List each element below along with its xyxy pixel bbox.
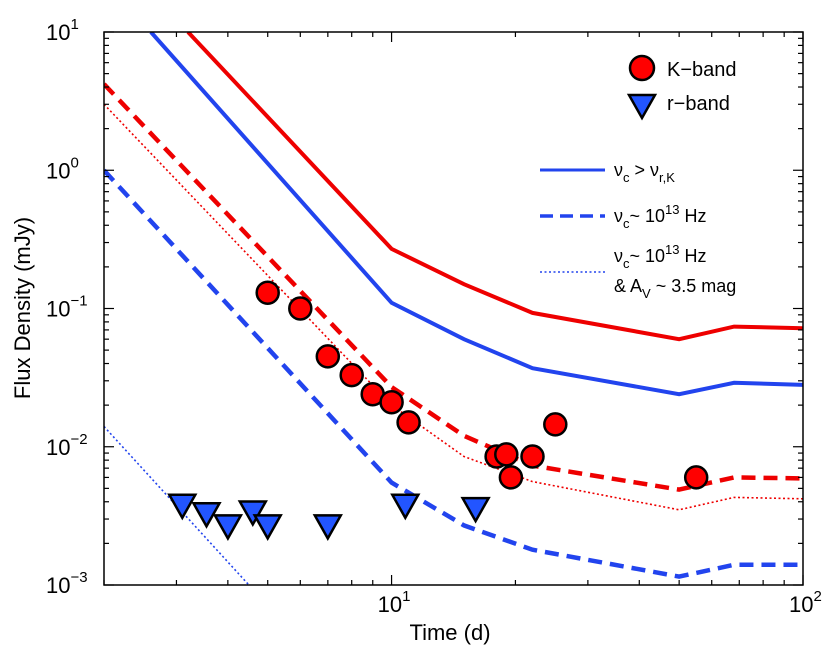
legend-line3-label-2: & AV ~ 3.5 mag bbox=[614, 276, 736, 301]
y-tick-label: 101 bbox=[46, 16, 79, 45]
rband-point bbox=[312, 514, 343, 541]
line-red-dotted bbox=[104, 103, 803, 511]
x-axis-label: Time (d) bbox=[409, 620, 490, 645]
rband-point bbox=[167, 493, 198, 521]
rband-point bbox=[252, 514, 283, 541]
legend-kband-marker bbox=[628, 54, 656, 82]
kband-point bbox=[543, 412, 568, 437]
rband-point bbox=[212, 514, 244, 541]
rband-point bbox=[191, 502, 222, 529]
x-tick-label: 101 bbox=[378, 588, 411, 617]
series-markers bbox=[167, 280, 709, 541]
y-axis-label: Flux Density (mJy) bbox=[10, 217, 35, 399]
kband-point bbox=[494, 442, 519, 467]
rband-point bbox=[237, 500, 268, 528]
kband-point bbox=[288, 296, 313, 321]
y-tick-label: 100 bbox=[46, 154, 79, 183]
line-red-solid bbox=[186, 32, 803, 342]
kband-point bbox=[520, 444, 545, 469]
kband-point bbox=[339, 362, 364, 388]
legend-rband-marker bbox=[626, 93, 658, 121]
kband-point bbox=[255, 280, 280, 305]
kband-point bbox=[315, 344, 341, 369]
x-tick-labels: 101 102 bbox=[378, 588, 822, 617]
kband-point bbox=[498, 465, 524, 490]
legend-kband-label: K−band bbox=[667, 59, 737, 81]
axis-ticks bbox=[103, 31, 804, 586]
legend-rband-label: r−band bbox=[667, 93, 730, 115]
y-tick-label: 10−1 bbox=[46, 293, 88, 322]
legend: K−band r−band νc > νr,K νc~ 1013 Hz νc~ … bbox=[540, 54, 737, 301]
kband-point bbox=[396, 410, 421, 435]
y-tick-label: 10−2 bbox=[46, 431, 88, 460]
line-blue-dashed bbox=[104, 168, 803, 579]
y-tick-labels: 101 100 10−1 10−2 10−3 bbox=[46, 16, 88, 598]
legend-line1-label: νc > νr,K bbox=[614, 160, 675, 185]
legend-line3-label: νc~ 1013 Hz bbox=[614, 242, 707, 271]
y-tick-label: 10−3 bbox=[46, 569, 88, 598]
rband-point bbox=[390, 493, 421, 521]
x-tick-label: 102 bbox=[789, 588, 822, 617]
kband-point bbox=[379, 389, 404, 415]
line-blue-solid bbox=[149, 32, 803, 397]
rband-point bbox=[460, 496, 491, 524]
legend-line2-label: νc~ 1013 Hz bbox=[614, 202, 707, 231]
kband-point bbox=[683, 465, 709, 490]
